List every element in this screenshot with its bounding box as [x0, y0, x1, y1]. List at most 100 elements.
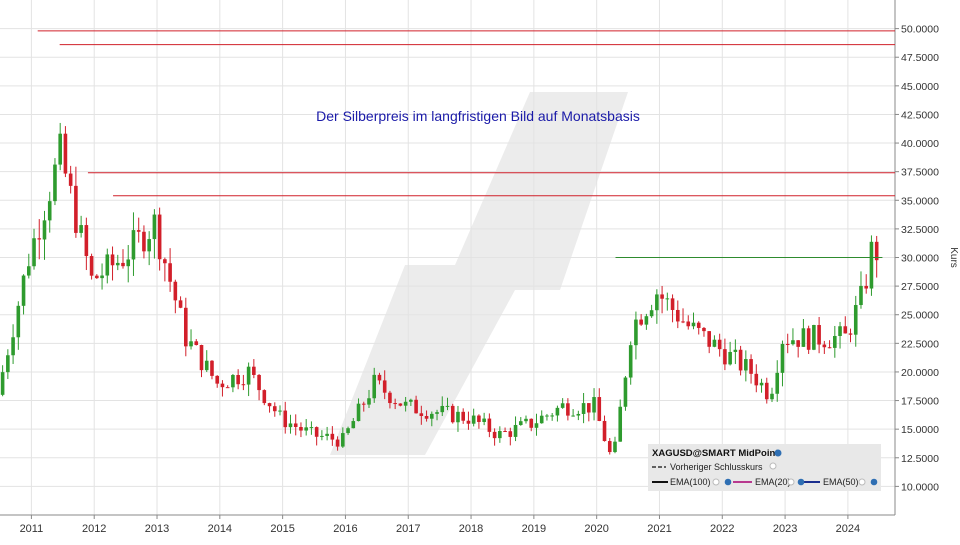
candle-body — [696, 322, 701, 328]
candle-body — [346, 428, 350, 434]
candle-body — [257, 374, 261, 391]
x-tick-label: 2021 — [647, 523, 671, 535]
candle-body — [314, 427, 319, 437]
candle-body — [424, 415, 429, 419]
y-tick-label: 35.0000 — [901, 195, 939, 207]
candle-body — [252, 366, 256, 375]
x-tick-label: 2012 — [82, 523, 106, 535]
gridlines — [0, 0, 895, 515]
candle-body — [728, 351, 732, 365]
candle-body — [136, 230, 141, 232]
candle-body — [450, 405, 455, 423]
y-tick-label: 22.5000 — [901, 338, 939, 350]
candle-body — [550, 415, 554, 417]
x-tick-label: 2011 — [20, 523, 44, 535]
candle-body — [278, 410, 282, 412]
candle-body — [435, 412, 439, 414]
candle-body — [738, 349, 743, 371]
candle-body — [581, 403, 586, 414]
candle-body — [304, 427, 308, 431]
x-tick-label: 2017 — [396, 523, 420, 535]
candle-body — [555, 407, 560, 416]
candle-body — [0, 372, 5, 395]
candle-body — [403, 401, 408, 406]
candle-body — [131, 230, 136, 260]
candle-body — [576, 413, 581, 416]
candle-body — [429, 413, 434, 419]
x-tick-label: 2019 — [522, 523, 546, 535]
candle-body — [236, 375, 240, 385]
y-tick-label: 47.5000 — [901, 52, 939, 64]
horizontal-lines — [37, 30, 895, 258]
legend-globe-icon — [797, 478, 805, 486]
candle-body — [571, 415, 575, 417]
candle-body — [607, 441, 612, 453]
candle-body — [733, 349, 738, 352]
candle-body — [770, 393, 774, 400]
candle-body — [63, 133, 68, 174]
legend-globe-icon — [870, 478, 878, 486]
candle-body — [68, 173, 73, 186]
candle-body — [764, 382, 769, 400]
legend-toggle-icon — [858, 478, 866, 486]
candle-body — [377, 374, 382, 381]
candle-body — [372, 374, 377, 399]
candle-body — [293, 423, 298, 428]
candle-body — [356, 403, 361, 422]
candle-body — [388, 392, 392, 404]
candle-body — [53, 164, 57, 202]
candle-body — [47, 201, 52, 221]
candle-body — [775, 372, 780, 394]
candle-body — [246, 366, 251, 385]
candle-body — [702, 327, 706, 332]
candle-body — [262, 390, 267, 404]
candle-body — [545, 415, 549, 417]
legend-globe-icon — [774, 449, 782, 457]
candle-body — [833, 336, 837, 348]
candle-body — [817, 325, 821, 345]
candle-body — [780, 343, 785, 373]
legend-toggle-icon — [769, 462, 777, 470]
candle-body — [759, 382, 764, 386]
candle-body — [806, 328, 811, 350]
candle-body — [225, 387, 230, 389]
candle-body — [618, 406, 623, 442]
candle-body — [367, 398, 371, 405]
candle-body — [848, 333, 853, 335]
candle-body — [791, 340, 795, 345]
candle-body — [587, 403, 591, 413]
x-tick-label: 2015 — [270, 523, 294, 535]
candle-body — [785, 343, 790, 345]
candle-body — [665, 298, 670, 300]
candle-body — [58, 133, 62, 165]
candle-body — [754, 373, 759, 386]
candle-body — [95, 275, 99, 279]
candle-body — [660, 294, 664, 299]
candle-body — [498, 431, 502, 439]
legend-item-previous-close: Vorheriger Schlusskurs — [670, 462, 763, 472]
candle-body — [487, 418, 492, 432]
candle-body — [409, 399, 413, 402]
candle-body — [16, 305, 21, 338]
candle-body — [681, 321, 685, 323]
candle-body — [335, 439, 340, 447]
x-tick-label: 2016 — [333, 523, 357, 535]
candle-body — [838, 326, 842, 337]
candle-body — [529, 418, 534, 428]
x-tick-label: 2018 — [459, 523, 483, 535]
legend-title: XAGUSD@SMART MidPoint — [652, 448, 779, 459]
candle-body — [613, 441, 617, 453]
y-tick-label: 37.5000 — [901, 167, 939, 179]
candle-body — [121, 262, 125, 267]
candle-body — [801, 328, 806, 347]
legend-item-ema: EMA(100) — [670, 477, 711, 487]
legend: XAGUSD@SMART MidPoint Vorheriger Schlussk… — [648, 444, 881, 491]
candle-body — [649, 310, 654, 317]
candle-body — [168, 263, 172, 282]
candle-body — [309, 427, 314, 429]
y-tick-label: 30.0000 — [901, 253, 939, 265]
legend-toggle-icon — [787, 478, 795, 486]
legend-globe-icon — [724, 478, 732, 486]
